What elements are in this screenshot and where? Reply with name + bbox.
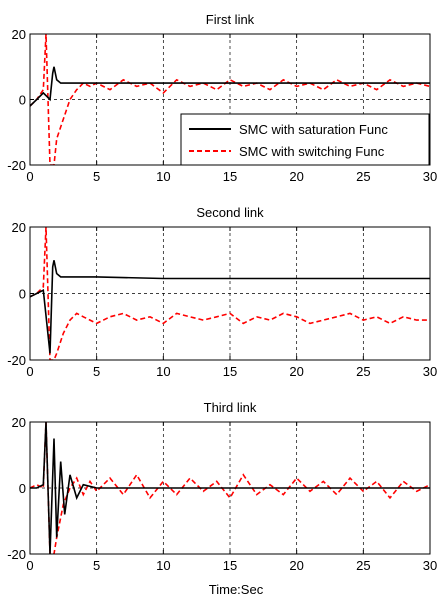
y-tick-label: -20 (7, 158, 26, 173)
x-tick-label: 15 (223, 364, 237, 379)
y-tick-label: -20 (7, 547, 26, 562)
chart-title: Second link (196, 205, 264, 220)
x-tick-label: 25 (356, 364, 370, 379)
x-tick-label: 0 (26, 364, 33, 379)
data-layer (30, 422, 430, 554)
x-tick-label: 15 (223, 169, 237, 184)
data-layer (30, 227, 430, 360)
x-tick-label: 30 (423, 558, 437, 573)
x-tick-label: 15 (223, 558, 237, 573)
legend-box (180, 113, 430, 166)
x-tick-label: 5 (93, 364, 100, 379)
x-tick-label: 30 (423, 169, 437, 184)
legend-entry: SMC with switching Func (239, 144, 385, 159)
chart-title: Third link (204, 400, 257, 415)
series-line-saturation (30, 422, 430, 554)
x-tick-label: 20 (289, 169, 303, 184)
data-layer (30, 34, 430, 165)
x-tick-label: 10 (156, 364, 170, 379)
series-line-switching (30, 227, 430, 360)
x-tick-label: 20 (289, 558, 303, 573)
x-tick-label: 30 (423, 364, 437, 379)
y-tick-label: 20 (12, 415, 26, 430)
x-tick-label: 10 (156, 558, 170, 573)
y-tick-label: 20 (12, 27, 26, 42)
x-axis-label: Time:Sec (209, 582, 264, 597)
x-tick-label: 25 (356, 169, 370, 184)
series-line-saturation (30, 66, 430, 107)
x-tick-label: 25 (356, 558, 370, 573)
y-tick-label: 20 (12, 220, 26, 235)
x-tick-label: 0 (26, 558, 33, 573)
x-tick-label: 0 (26, 169, 33, 184)
y-tick-label: 0 (19, 287, 26, 302)
x-tick-label: 5 (93, 169, 100, 184)
chart-title: First link (206, 12, 255, 27)
y-tick-label: 0 (19, 481, 26, 496)
x-tick-label: 20 (289, 364, 303, 379)
legend-entry: SMC with saturation Func (239, 122, 388, 137)
x-tick-label: 10 (156, 169, 170, 184)
series-line-saturation (30, 260, 430, 354)
series-line-switching (30, 422, 430, 554)
y-tick-label: -20 (7, 353, 26, 368)
legend: SMC with saturation Func SMC with switchi… (180, 113, 430, 166)
y-tick-label: 0 (19, 93, 26, 108)
x-tick-label: 5 (93, 558, 100, 573)
